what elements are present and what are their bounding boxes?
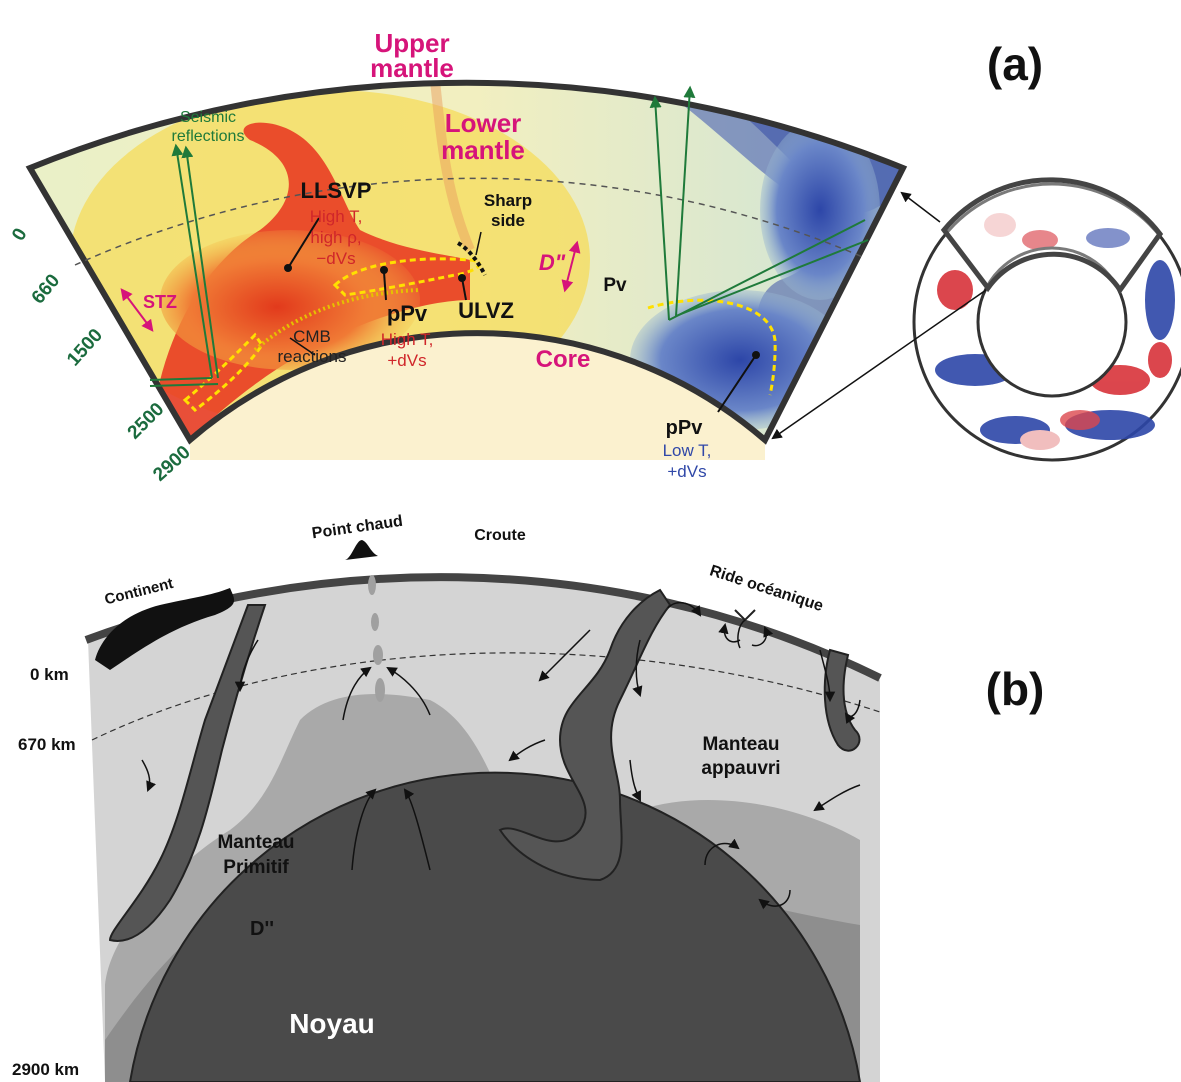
depth-2900-km: 2900 km xyxy=(12,1060,79,1079)
wedge-outline xyxy=(25,79,908,445)
depth-0-km: 0 km xyxy=(30,665,69,684)
ride-oceanique-label: Ride océanique xyxy=(708,562,826,615)
slab-center xyxy=(498,588,672,882)
llsvp-line-3: −dVs xyxy=(316,249,355,268)
sharp-side-label-1: Sharp xyxy=(484,191,532,210)
depth-0: 0 xyxy=(8,225,31,245)
noyau-label: Noyau xyxy=(289,1008,375,1039)
ppv-right-line-2: +dVs xyxy=(667,462,706,481)
lower-mantle-label-1: Lower xyxy=(445,108,522,138)
cmb-reactions-label-1: CMB xyxy=(293,327,331,346)
ppv-lens-right xyxy=(647,298,777,396)
d-double-prime-label: D" xyxy=(539,250,566,275)
slab-left xyxy=(108,604,267,942)
llsvp-line-1: High T, xyxy=(310,207,363,226)
hotspot-volcano xyxy=(345,540,378,560)
cmb-reaction-zone xyxy=(253,288,421,352)
depth-2500: 2500 xyxy=(124,399,169,444)
manteau-appauvri-label-1: Manteau xyxy=(702,734,779,755)
llsvp-line-2: high ρ, xyxy=(310,228,361,247)
panel-b-label: (b) xyxy=(986,663,1045,715)
manteau-appauvri-label-2: appauvri xyxy=(701,758,780,779)
seismic-reflections-label-1: Seismic xyxy=(180,109,236,126)
pv-label: Pv xyxy=(603,275,627,296)
ppv-left-line-2: +dVs xyxy=(387,351,426,370)
d-double-prime-b-label: D'' xyxy=(250,918,274,940)
ulvz-dot xyxy=(458,274,466,282)
point-chaud-label: Point chaud xyxy=(311,513,404,543)
660-discontinuity xyxy=(74,177,866,266)
ppv-right-leader xyxy=(717,354,757,413)
seismic-reflections-label-2: reflections xyxy=(172,128,245,145)
ulvz-label: ULVZ xyxy=(458,298,514,323)
llsvp-leader xyxy=(287,217,320,269)
seismic-rays xyxy=(149,85,869,387)
panel-b: Point chaud Croute Continent Ride océani… xyxy=(12,513,1044,1082)
depth-2900: 2900 xyxy=(149,442,194,486)
upper-mantle-label-2: mantle xyxy=(370,53,454,83)
continent-block xyxy=(95,588,235,670)
depth-1500: 1500 xyxy=(63,325,107,370)
llsvp-label: LLSVP xyxy=(301,178,372,203)
dpp-arrow xyxy=(561,240,581,293)
cmb-reactions-label-2: reactions xyxy=(278,347,347,366)
plume-blobs xyxy=(368,575,385,702)
manteau-primitif-label-1: Manteau xyxy=(217,832,294,853)
sharp-side-edge xyxy=(456,241,487,276)
ppv-right-dot xyxy=(752,351,760,359)
sharp-side-label-2: side xyxy=(491,211,525,230)
croute-label: Croute xyxy=(474,527,526,544)
670-discontinuity xyxy=(91,652,881,741)
core-noyau xyxy=(128,771,862,1082)
ppv-left-leader xyxy=(383,271,387,301)
cmb-leader xyxy=(289,337,316,356)
tomography-globe-inset xyxy=(771,177,1181,462)
manteau-primitif-label-2: Primitif xyxy=(223,857,289,878)
ppv-left-label: pPv xyxy=(387,301,428,326)
upper-mantle-label-1: Upper xyxy=(374,28,449,58)
sharp-side-leader xyxy=(475,231,482,256)
depth-670-km: 670 km xyxy=(18,735,76,754)
continent-label: Continent xyxy=(103,575,175,608)
ppv-right-line-1: Low T, xyxy=(663,441,712,460)
stz-label: STZ xyxy=(143,292,177,312)
stz-arrow xyxy=(120,288,154,332)
lower-mantle-label-2: mantle xyxy=(441,135,525,165)
core-region xyxy=(190,333,765,460)
depth-660: 660 xyxy=(28,270,64,308)
ppv-left-line-1: High T, xyxy=(381,330,434,349)
core-label: Core xyxy=(536,346,591,373)
convection-arrows xyxy=(141,601,861,910)
ppv-right-label: pPv xyxy=(666,417,704,439)
llsvp-dot xyxy=(284,264,292,272)
panel-a: Upper mantle Lower mantle Seismic reflec… xyxy=(8,28,1181,486)
ppv-left-dot xyxy=(380,266,388,274)
panel-a-label: (a) xyxy=(987,38,1043,90)
